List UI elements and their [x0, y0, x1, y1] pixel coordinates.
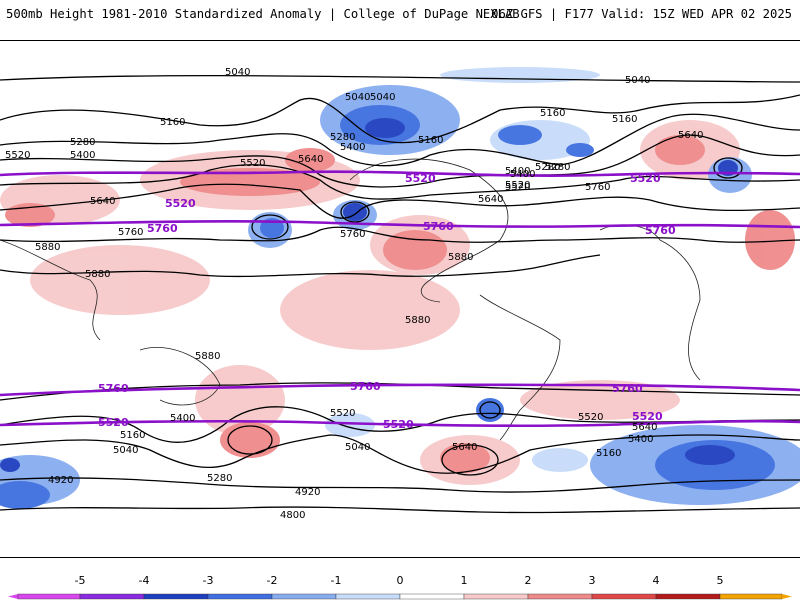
- contour-label: 5400: [340, 142, 365, 153]
- colorbar-segment: [399, 593, 465, 600]
- map-title: 500mb Height 1981-2010 Standardized Anom…: [6, 7, 520, 21]
- colorbar-segment: [655, 593, 721, 600]
- contour-label: 5040: [370, 92, 395, 103]
- colorbar-segment: [79, 593, 145, 600]
- contour-label: 5520: [578, 412, 603, 423]
- contour-label: 5040: [345, 442, 370, 453]
- contour-label: 5400: [510, 169, 535, 180]
- colorbar-tick-label: -2: [267, 574, 278, 587]
- contour-label: 5160: [120, 430, 145, 441]
- contour-label: 5880: [85, 269, 110, 280]
- contour-label: 5160: [160, 117, 185, 128]
- contour-label: 5520: [383, 418, 414, 431]
- contour-label: 5760: [350, 380, 381, 393]
- contour-label: 5160: [596, 448, 621, 459]
- colorbar-segment: [271, 593, 337, 600]
- contour-label: 5760: [585, 182, 610, 193]
- contour-label: 5520: [98, 416, 129, 429]
- contour-label: 5520: [505, 182, 530, 193]
- colorbar-segment: [335, 593, 401, 600]
- colorbar-tick-label: -5: [75, 574, 86, 587]
- contour-label: 5040: [225, 67, 250, 78]
- contour-label: 5640: [298, 154, 323, 165]
- colorbar-tick-label: 4: [653, 574, 660, 587]
- colorbar-tick-label: 5: [717, 574, 724, 587]
- map-frame: [0, 40, 800, 558]
- contour-label: 5400: [505, 166, 530, 177]
- contour-label: 5760: [645, 224, 676, 237]
- contour-label: 5280: [207, 473, 232, 484]
- contour-label: 5760: [118, 227, 143, 238]
- colorbar-segment: [17, 593, 81, 600]
- reference-contours: [0, 170, 800, 428]
- reference-labels: 5520 5520 5520 5760 5760 5760 5760 5760 …: [98, 172, 676, 431]
- colorbar-tick-label: 3: [589, 574, 596, 587]
- contour-label: 4920: [48, 475, 73, 486]
- height-labels: 5040 5040 5040 5160 5160 5160 5280 5280 …: [5, 67, 703, 521]
- colorbar-segments: [8, 593, 792, 600]
- contour-label: 5880: [35, 242, 60, 253]
- contour-label: 5760: [340, 229, 365, 240]
- contour-label: 5400: [628, 434, 653, 445]
- contour-label: 5760: [98, 382, 129, 395]
- contour-label: 5520: [240, 158, 265, 169]
- model-valid-time: 06Z GFS | F177 Valid: 15Z WED APR 02 202…: [491, 7, 792, 21]
- contour-label: 5040: [625, 75, 650, 86]
- colorbar-segment: [463, 593, 529, 600]
- contour-label: 5280: [535, 162, 560, 173]
- contour-label: 5520: [5, 150, 30, 161]
- contour-label: 5280: [545, 162, 570, 173]
- colorbar-segment: [591, 593, 657, 600]
- colorbar-tick-label: -3: [203, 574, 214, 587]
- colorbar: -5 -4 -3 -2 -1 0 1 2 3 4 5: [8, 574, 792, 600]
- contour-label: 5640: [478, 194, 503, 205]
- contour-label: 5640: [678, 130, 703, 141]
- colorbar-segment: [143, 593, 209, 600]
- contour-label: 5640: [632, 422, 657, 433]
- contour-label: 5280: [70, 137, 95, 148]
- contour-label: 5400: [70, 150, 95, 161]
- colorbar-ticks: -5 -4 -3 -2 -1 0 1 2 3 4 5: [75, 574, 724, 587]
- colorbar-tick-label: 2: [525, 574, 532, 587]
- colorbar-tick-label: -1: [331, 574, 342, 587]
- contour-label: 5520: [405, 172, 436, 185]
- contour-label: 5520: [330, 408, 355, 419]
- contour-label: 5520: [165, 197, 196, 210]
- global-anomaly-map: 5040 5040 5040 5160 5160 5160 5280 5280 …: [0, 67, 800, 521]
- contour-label: 5160: [540, 108, 565, 119]
- contour-label: 5280: [330, 132, 355, 143]
- contour-label: 5760: [423, 220, 454, 233]
- contour-label: 4920: [295, 487, 320, 498]
- colorbar-end-high: [782, 594, 792, 599]
- contour-label: 5880: [448, 252, 473, 263]
- contour-label: 5040: [113, 445, 138, 456]
- colorbar-segment: [207, 593, 273, 600]
- colorbar-segment: [719, 593, 783, 600]
- colorbar-end-low: [8, 594, 18, 599]
- contour-label: 5520: [505, 180, 530, 191]
- header: 500mb Height 1981-2010 Standardized Anom…: [0, 0, 800, 40]
- contour-label: 5160: [418, 135, 443, 146]
- contour-label: 5640: [90, 196, 115, 207]
- contour-label: 5640: [452, 442, 477, 453]
- contour-label: 4800: [280, 510, 305, 521]
- colorbar-tick-label: -4: [139, 574, 150, 587]
- contour-label: 5760: [612, 382, 643, 395]
- contour-label: 5760: [147, 222, 178, 235]
- contour-label: 5520: [630, 172, 661, 185]
- colorbar-tick-label: 0: [397, 574, 404, 587]
- contour-label: 5880: [195, 351, 220, 362]
- contour-label: 5400: [170, 413, 195, 424]
- colorbar-tick-label: 1: [461, 574, 468, 587]
- contour-label: 5880: [405, 315, 430, 326]
- contour-label: 5160: [612, 114, 637, 125]
- contour-label: 5520: [632, 410, 663, 423]
- colorbar-segment: [527, 593, 593, 600]
- contour-label: 5040: [345, 92, 370, 103]
